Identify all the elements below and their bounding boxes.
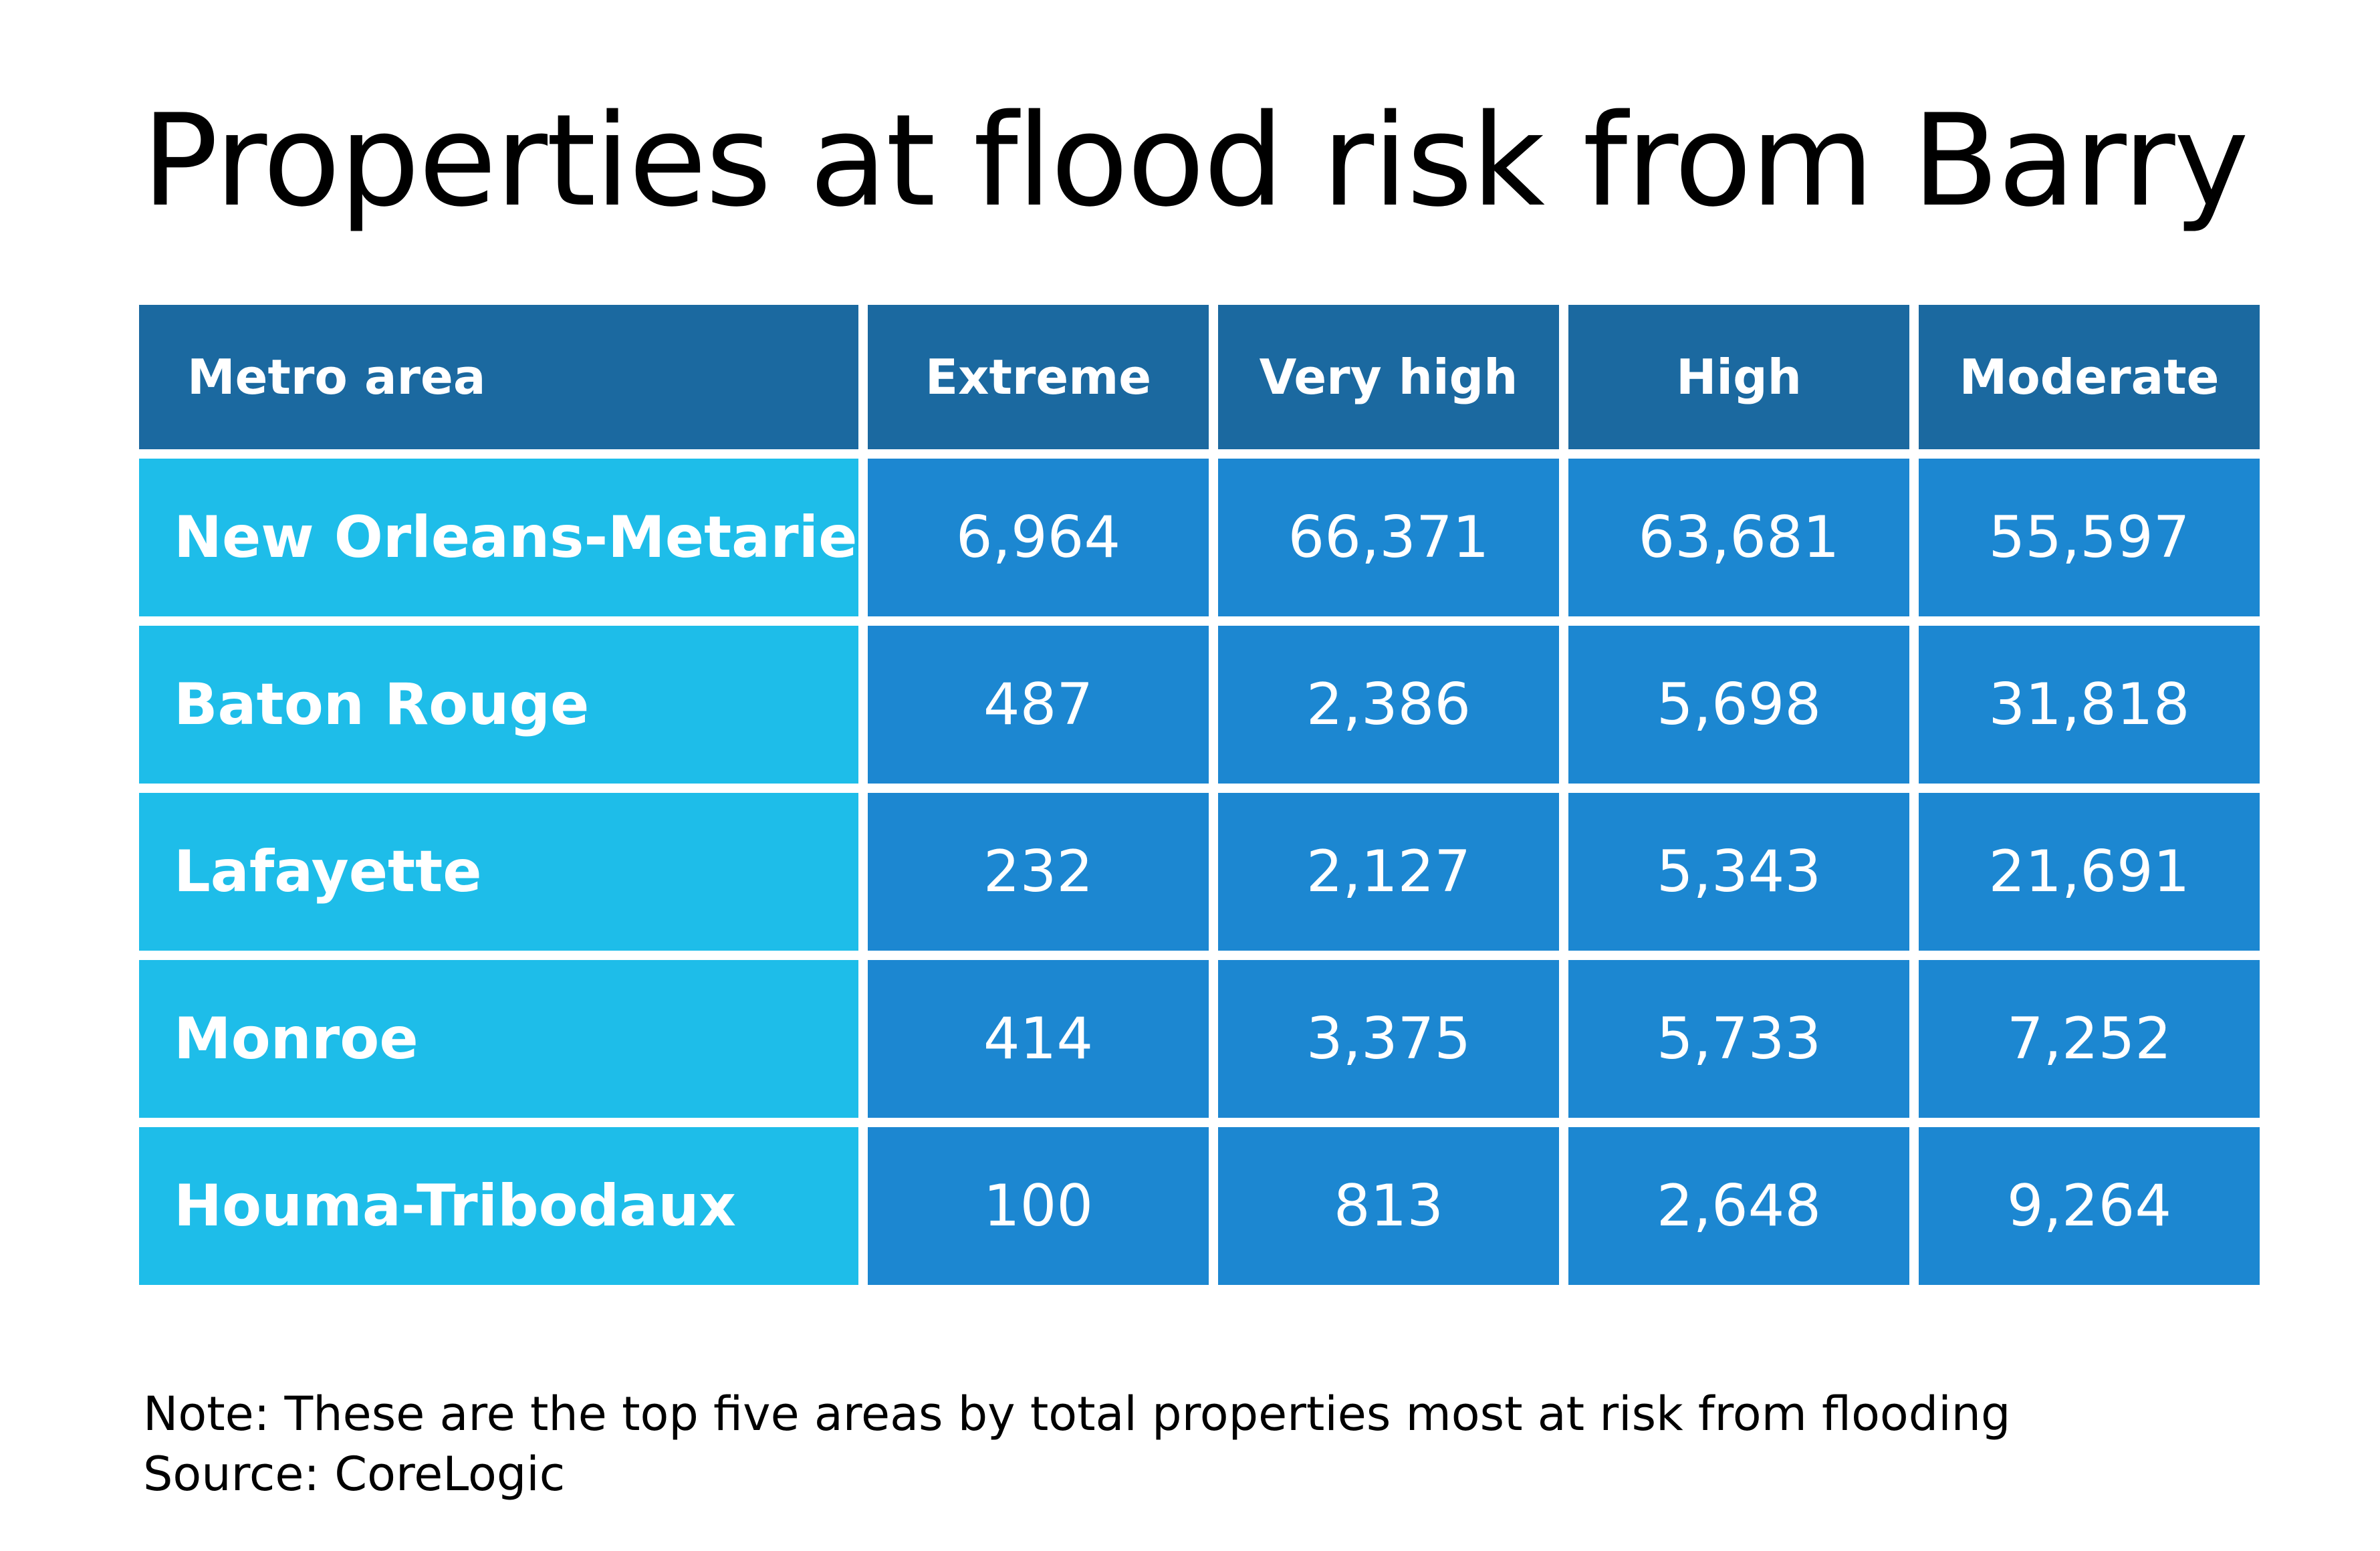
value-cell: 66,371 (1218, 459, 1559, 616)
header-extreme: Extreme (868, 305, 1209, 449)
value-cell: 55,597 (1919, 459, 2260, 616)
value-cell: 2,648 (1568, 1127, 1909, 1285)
table-row: Baton Rouge 487 2,386 5,698 31,818 (139, 626, 2260, 784)
value-cell: 63,681 (1568, 459, 1909, 616)
footnote: Note: These are the top five areas by to… (143, 1384, 2010, 1504)
table-row: Lafayette 232 2,127 5,343 21,691 (139, 793, 2260, 951)
metro-area-cell: Lafayette (139, 793, 858, 951)
value-cell: 5,343 (1568, 793, 1909, 951)
value-cell: 6,964 (868, 459, 1209, 616)
value-cell: 2,127 (1218, 793, 1559, 951)
value-cell: 487 (868, 626, 1209, 784)
value-cell: 21,691 (1919, 793, 2260, 951)
value-cell: 5,698 (1568, 626, 1909, 784)
metro-area-cell: New Orleans-Metarie (139, 459, 858, 616)
metro-area-cell: Baton Rouge (139, 626, 858, 784)
value-cell: 9,264 (1919, 1127, 2260, 1285)
table-row: Monroe 414 3,375 5,733 7,252 (139, 960, 2260, 1118)
value-cell: 414 (868, 960, 1209, 1118)
value-cell: 2,386 (1218, 626, 1559, 784)
header-metro-area: Metro area (139, 305, 858, 449)
page-title: Properties at flood risk from Barry (142, 87, 2249, 235)
value-cell: 31,818 (1919, 626, 2260, 784)
table-row: New Orleans-Metarie 6,964 66,371 63,681 55,5… (139, 459, 2260, 616)
table-header-row: Metro area Extreme Very high High Modera… (139, 305, 2260, 449)
value-cell: 232 (868, 793, 1209, 951)
header-high: High (1568, 305, 1909, 449)
metro-area-cell: Monroe (139, 960, 858, 1118)
value-cell: 100 (868, 1127, 1209, 1285)
value-cell: 5,733 (1568, 960, 1909, 1118)
value-cell: 813 (1218, 1127, 1559, 1285)
header-moderate: Moderate (1919, 305, 2260, 449)
value-cell: 3,375 (1218, 960, 1559, 1118)
metro-area-cell: Houma-Tribodaux (139, 1127, 858, 1285)
note-text: Note: These are the top five areas by to… (143, 1387, 2011, 1441)
table-row: Houma-Tribodaux 100 813 2,648 9,264 (139, 1127, 2260, 1285)
flood-risk-table: Metro area Extreme Very high High Modera… (130, 295, 2269, 1294)
header-very-high: Very high (1218, 305, 1559, 449)
value-cell: 7,252 (1919, 960, 2260, 1118)
source-text: Source: CoreLogic (143, 1447, 566, 1502)
